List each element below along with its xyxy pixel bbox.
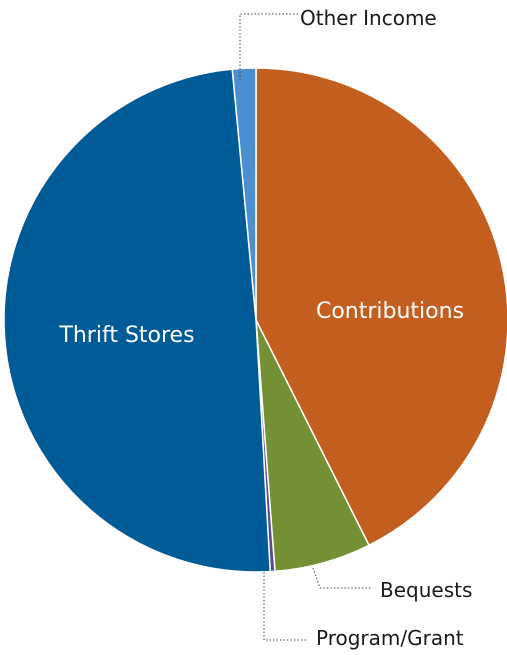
label-leader-lines (239, 13, 372, 641)
slice-label-thrift-stores: Thrift Stores (58, 323, 194, 348)
slice-label-bequests: Bequests (380, 578, 472, 602)
pie-slice-other-income (231, 67, 257, 321)
leader-line-program-grant (263, 572, 308, 641)
pie-slice-contributions (255, 67, 507, 546)
pie-slice-thrift-stores (3, 68, 271, 573)
leader-line-other-income (239, 13, 300, 80)
pie-slices (3, 67, 507, 573)
slice-labels: Contributions Bequests Program/Grant Thrift… (58, 6, 472, 650)
slice-label-other-income: Other Income (300, 6, 437, 30)
slice-label-program-grant: Program/Grant (316, 626, 464, 650)
slice-label-contributions: Contributions (316, 299, 464, 324)
leader-line-bequests (312, 567, 372, 589)
